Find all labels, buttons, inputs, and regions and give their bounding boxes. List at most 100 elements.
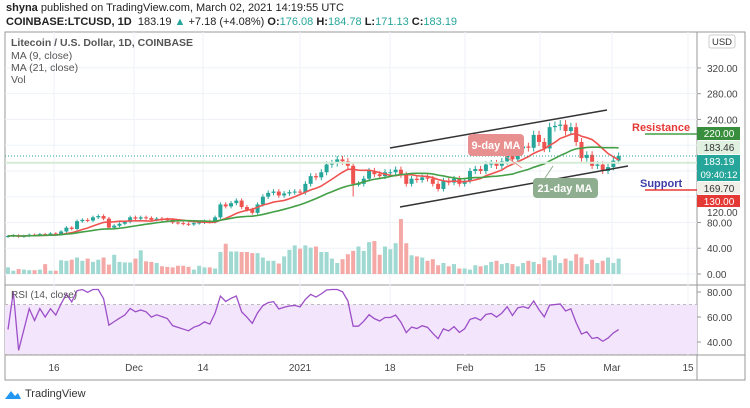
volume-bar (579, 257, 584, 274)
candle (579, 138, 584, 162)
legend-ma21[interactable]: MA (21, close) (11, 62, 79, 74)
last-price: 183.19 (137, 16, 172, 28)
candle-body (260, 196, 265, 205)
volume-bar (80, 260, 85, 274)
volume-bar (558, 263, 563, 274)
legend-ma9[interactable]: MA (9, close) (11, 50, 73, 62)
volume-bar (255, 253, 260, 274)
legend-rsi[interactable]: RSI (14, close) (11, 290, 78, 301)
candle-body (223, 204, 228, 207)
volume-bar (197, 265, 202, 274)
volume-bar (414, 256, 419, 274)
volume-bar (600, 260, 605, 274)
volume-bar (351, 250, 356, 274)
time-tick: 18 (384, 363, 396, 374)
volume-bar (489, 261, 494, 274)
candle (229, 201, 234, 209)
candle (287, 189, 292, 196)
rsi-line (7, 288, 620, 351)
candle (473, 165, 478, 175)
last-price-tag (697, 155, 740, 181)
l-label: L: (364, 16, 376, 28)
candle-body (197, 222, 202, 224)
candle (494, 159, 499, 170)
time-tick: 16 (48, 363, 60, 374)
time-tick: Dec (125, 363, 143, 374)
open-value: 176.08 (279, 16, 314, 28)
volume-bar (483, 265, 488, 274)
candle (372, 167, 377, 178)
candle (255, 202, 260, 215)
candle-body (372, 170, 377, 175)
publisher[interactable]: shyna (6, 2, 38, 14)
candle (526, 142, 531, 152)
candle-body (181, 223, 186, 225)
candle-body (579, 141, 584, 159)
countdown-text: 09:40:12 (701, 170, 738, 181)
tradingview-logo[interactable]: TradingView (4, 388, 86, 400)
candle-body (478, 169, 483, 171)
candle (234, 198, 239, 206)
candle (276, 189, 281, 198)
volume-bar (510, 264, 515, 274)
candle (133, 215, 138, 221)
candle-body (101, 216, 106, 219)
candle (223, 202, 228, 209)
resistance-price-tag (697, 127, 740, 140)
ma9-callout-text: 9-day MA (472, 140, 521, 152)
volume-bar (526, 260, 531, 274)
volume-bar (441, 263, 446, 274)
rsi-band (5, 304, 697, 355)
volume-bar (590, 259, 595, 274)
volume-bar (552, 255, 557, 274)
candle (138, 215, 143, 221)
volume-bar (303, 245, 308, 274)
candle-body (90, 217, 95, 221)
volume-bar (606, 257, 611, 274)
volume-bar (324, 252, 329, 274)
candle (537, 130, 541, 146)
volume-bar (202, 267, 207, 274)
candle-body (138, 217, 143, 219)
volume-bar (616, 258, 621, 274)
legend-vol[interactable]: Vol (11, 74, 26, 86)
volume-bar (457, 268, 462, 274)
candle-body (590, 154, 595, 166)
support-price-tag (697, 195, 740, 207)
candle (552, 121, 557, 132)
candle-body (489, 163, 494, 165)
volume-bar (244, 252, 249, 274)
volume-bar (574, 254, 579, 274)
legend-title: Litecoin / U.S. Dollar, 1D, COINBASE (11, 37, 194, 49)
candle-body (531, 134, 536, 148)
candle-body (276, 191, 281, 196)
support-price-text: 130.00 (704, 197, 735, 208)
candle-body (250, 209, 255, 213)
volume-bar (133, 258, 138, 274)
volume-bar (90, 261, 95, 274)
candle (393, 166, 398, 176)
candle (80, 218, 85, 223)
volume-bar (122, 262, 127, 274)
volume-bar (436, 265, 441, 274)
volume-bar (53, 270, 58, 274)
candle-body (441, 180, 446, 189)
volume-bar (229, 251, 234, 274)
candle-body (271, 191, 276, 193)
volume-bar (409, 255, 414, 274)
candle (266, 190, 271, 200)
candle (75, 219, 80, 231)
candle-body (117, 223, 122, 226)
candle-body (287, 192, 292, 194)
candle-body (303, 183, 308, 193)
volume-bar (223, 243, 228, 274)
volume-bar (16, 269, 21, 274)
candle (106, 216, 111, 230)
candle-body (558, 124, 563, 126)
candle-body (616, 156, 621, 161)
ma9-price-text: 169.70 (704, 184, 735, 195)
candle (335, 155, 340, 167)
candle-body (133, 217, 138, 219)
volume-bar (59, 260, 64, 274)
